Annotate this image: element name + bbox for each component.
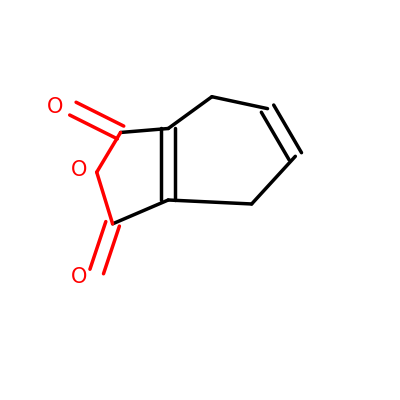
Text: O: O <box>47 97 63 117</box>
Text: O: O <box>71 160 87 180</box>
Text: O: O <box>71 268 87 288</box>
